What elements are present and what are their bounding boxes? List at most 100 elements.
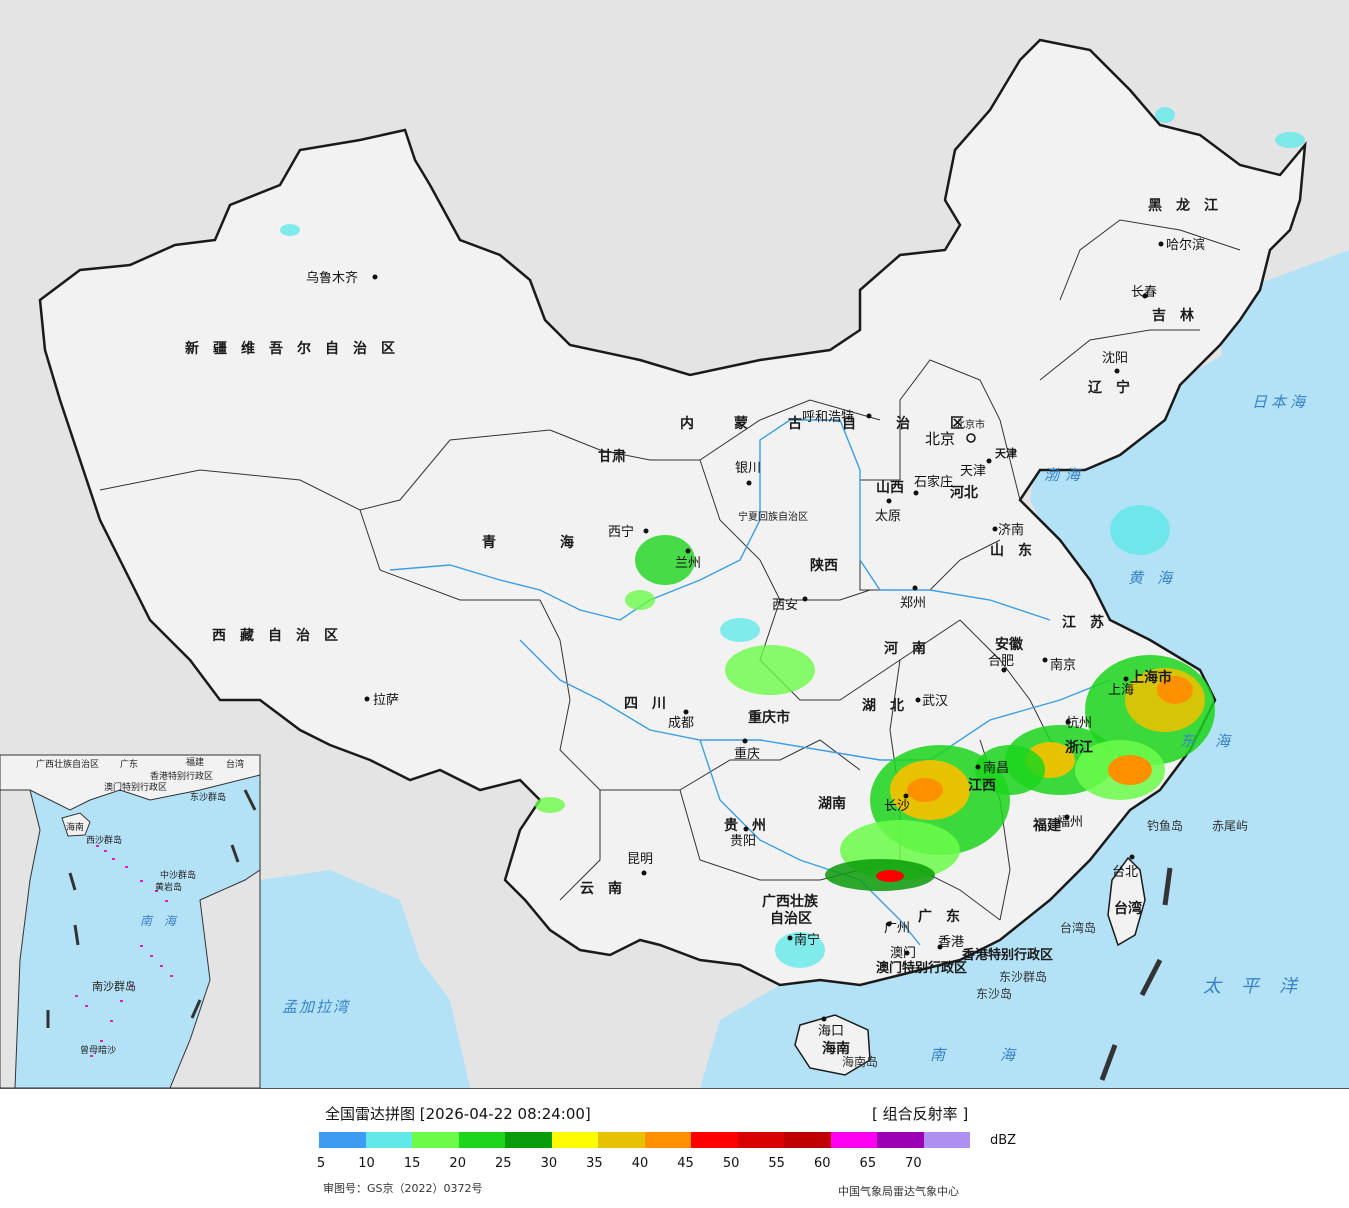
inset-label-dsqd: 东沙群岛 (190, 791, 226, 803)
city-label-haerbin: 哈尔滨 (1166, 237, 1205, 253)
province-label-sichuan: 四川 (624, 696, 680, 712)
legend-tick: 30 (540, 1156, 558, 1171)
city-label-yinchuan: 银川 (735, 461, 761, 476)
inset-label-nsqd: 南沙群岛 (92, 979, 136, 993)
legend-swatch (830, 1132, 877, 1148)
inset-label-xsqd: 西沙群岛 (86, 834, 122, 846)
province-label-heilongjiang: 黑龙江 (1148, 197, 1232, 214)
hainan-land (794, 1014, 871, 1076)
city-label-huhehaote: 呼和浩特 (802, 410, 854, 425)
review-number: 审图号：GS京（2022）0372号 (323, 1182, 483, 1195)
legend-tick: 40 (631, 1156, 649, 1171)
map-title: 全国雷达拼图 [2026-04-22 08:24:00] (325, 1105, 591, 1123)
legend-tick: 60 (813, 1156, 831, 1171)
sea-label-taipingyang: 太平洋 (1203, 976, 1317, 997)
province-label-liaoning: 辽宁 (1088, 379, 1144, 396)
city-label-guiyang: 贵阳 (730, 834, 756, 849)
province-label-taiwan: 台湾 (1114, 900, 1142, 917)
island-label-diaoyu: 钓鱼岛 (1147, 818, 1183, 833)
city-label-jinan: 济南 (998, 522, 1024, 538)
city-label-xianggang: 香港 (938, 935, 964, 950)
province-label-yunnan: 云南 (580, 880, 636, 897)
province-label-hebei: 河北 (950, 484, 978, 501)
city-label-shenyang: 沈阳 (1102, 351, 1128, 366)
legend-tick: 25 (494, 1156, 512, 1171)
legend-unit: dBZ (990, 1133, 1017, 1148)
legend-tick: 10 (358, 1156, 375, 1171)
sea-label-bohai: 渤海 (1044, 466, 1086, 484)
city-label-urumqi: 乌鲁木齐 (306, 270, 358, 286)
province-label-guangxi-2: 自治区 (770, 910, 812, 927)
province-label-gansu: 甘肃 (598, 448, 626, 465)
inset-label-tw: 台湾 (226, 758, 244, 770)
legend-tick: 20 (449, 1156, 466, 1171)
province-label-hunan: 湖南 (818, 795, 846, 812)
province-label-guangxi-1: 广西壮族 (762, 893, 819, 910)
city-label-chongqing: 重庆 (734, 746, 760, 762)
city-label-haikou: 海口 (818, 1024, 844, 1039)
legend-tick: 65 (859, 1156, 877, 1171)
province-label-qinghai: 青海 (482, 534, 638, 551)
city-label-chengdu: 成都 (668, 716, 694, 731)
sea-label-mengjiala: 孟加拉湾 (282, 998, 351, 1016)
province-label-shanxi: 山西 (876, 480, 904, 496)
city-label-fuzhou: 福州 (1057, 815, 1083, 830)
legend-swatch (458, 1132, 505, 1148)
city-label-wuhan: 武汉 (922, 694, 948, 709)
island-label-hainandao: 海南岛 (842, 1054, 878, 1069)
inset-label-hk: 香港特别行政区 (150, 770, 213, 782)
province-label-neimenggu: 内蒙古自治区 (680, 415, 1004, 432)
city-label-tianjin: 天津 (960, 464, 986, 479)
province-label-jiangxi: 江西 (968, 777, 996, 794)
province-label-xinjiang: 新疆维吾尔自治区 (185, 340, 409, 357)
province-label-jilin: 吉林 (1152, 307, 1208, 324)
sea-label-donghai: 东海 (1180, 732, 1250, 750)
legend-tick: 5 (316, 1156, 326, 1171)
province-label-ningxia: 宁夏回族自治区 (738, 510, 808, 523)
city-label-lanzhou: 兰州 (675, 556, 701, 571)
nine-dash-line (1099, 867, 1173, 1081)
radar-map[interactable]: 新疆维吾尔自治区 西藏自治区 青海 甘肃 内蒙古自治区 黑龙江 吉林 辽宁 河北… (0, 0, 1349, 1089)
south-china-sea-inset (0, 754, 261, 1088)
inset-label-hn: 海南 (66, 821, 84, 833)
province-label-guizhou: 贵州 (724, 817, 780, 834)
island-label-chiwei: 赤尾屿 (1212, 819, 1248, 833)
province-label-shaanxi: 陕西 (810, 557, 838, 574)
island-label-taiwandao: 台湾岛 (1060, 920, 1096, 935)
province-label-anhui: 安徽 (995, 636, 1024, 653)
sea-area-bay-of-bengal (260, 870, 470, 1088)
province-label-macau: 澳门特别行政区 (876, 960, 967, 976)
province-label-tianjin: 天津 (995, 446, 1017, 460)
legend-swatch (319, 1132, 366, 1148)
city-label-taibei: 台北 (1112, 865, 1138, 880)
inset-label-fj: 福建 (186, 756, 204, 768)
legend-swatch (737, 1132, 784, 1148)
legend-swatch (784, 1132, 831, 1148)
province-label-jiangsu: 江苏 (1062, 614, 1118, 631)
legend-tick: 70 (905, 1156, 922, 1171)
province-label-hubei: 湖北 (862, 698, 918, 714)
province-label-xizang: 西藏自治区 (212, 627, 352, 644)
map-canvas: 新疆维吾尔自治区 西藏自治区 青海 甘肃 内蒙古自治区 黑龙江 吉林 辽宁 河北… (0, 38, 1349, 1088)
legend-swatch (691, 1132, 738, 1148)
inset-label-nh: 南海 (140, 914, 188, 928)
legend-swatch (923, 1132, 970, 1148)
sea-label-huanghai: 黄海 (1128, 569, 1186, 587)
province-label-henan: 河南 (884, 640, 940, 657)
rivers (389, 419, 1111, 946)
city-label-nanchang: 南昌 (983, 760, 1009, 776)
credit-text: 中国气象局雷达气象中心 (838, 1185, 959, 1198)
island-label-dongsha: 东沙群岛 (999, 969, 1047, 984)
city-label-lhasa: 拉萨 (373, 693, 399, 708)
sea-label-nanhai: 南海 (930, 1046, 1070, 1064)
radar-echoes (280, 107, 1305, 968)
city-label-shanghai: 上海 (1108, 683, 1134, 698)
legend-tick: 15 (403, 1156, 421, 1171)
taiwan-land (1107, 856, 1146, 947)
city-label-zhengzhou: 郑州 (900, 596, 926, 611)
city-label-guangzhou: 广州 (884, 921, 910, 936)
city-label-hefei: 合肥 (988, 654, 1014, 669)
sea-area-east (700, 280, 1349, 1088)
legend-tick: 55 (768, 1156, 785, 1171)
color-legend-bar (319, 1132, 970, 1148)
